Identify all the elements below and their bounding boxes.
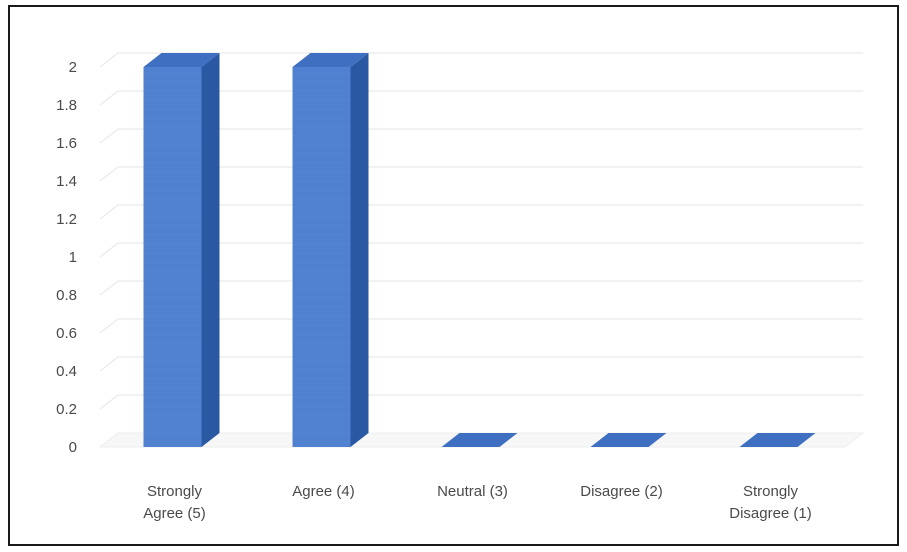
y-tick-label: 1.6 [56,135,77,152]
bar-top [739,433,816,447]
bar-side [350,53,369,447]
y-tick-label: 0.4 [56,363,77,380]
gridline-depth [99,318,119,334]
y-tick-label: 0.8 [56,287,77,304]
y-tick-label: 1.2 [56,211,77,228]
y-tick-label: 0.2 [56,401,77,418]
x-category-label: Strongly Disagree (1) [729,483,812,522]
bar [590,433,667,447]
gridline-depth [99,242,119,258]
gridline-depth [99,166,119,182]
gridline-depth [99,394,119,410]
bar [292,53,369,447]
y-axis-ticks: 0 0.2 0.4 0.6 0.8 1 1.2 1.4 1.6 1.8 2 [56,59,77,456]
y-tick-label: 0 [69,439,77,456]
y-tick-label: 0.6 [56,325,77,342]
x-category-label: Strongly Agree (5) [143,483,206,522]
gridline-depth [99,128,119,144]
bars [143,53,816,447]
gridline-depth [99,356,119,372]
x-category-label: Agree (4) [292,483,355,500]
bar-side [201,53,220,447]
gridline-depth [99,52,119,68]
y-tick-label: 2 [69,59,77,76]
x-category-label: Neutral (3) [437,483,508,500]
bar [143,53,220,447]
gridline-depth [99,90,119,106]
bar-top [292,53,369,67]
gridline-depth [99,280,119,296]
x-category-label: Disagree (2) [580,483,663,500]
x-axis-categories: Strongly Agree (5) Agree (4) Neutral (3) Dis… [143,483,812,522]
bar-front [292,67,351,447]
y-tick-label: 1 [69,249,77,266]
bar-front [143,67,202,447]
bar [739,433,816,447]
gridline-depth [99,204,119,220]
bar-top [143,53,220,67]
y-tick-label: 1.8 [56,97,77,114]
bar-top [441,433,518,447]
bar [441,433,518,447]
y-tick-label: 1.4 [56,173,77,190]
bar-top [590,433,667,447]
